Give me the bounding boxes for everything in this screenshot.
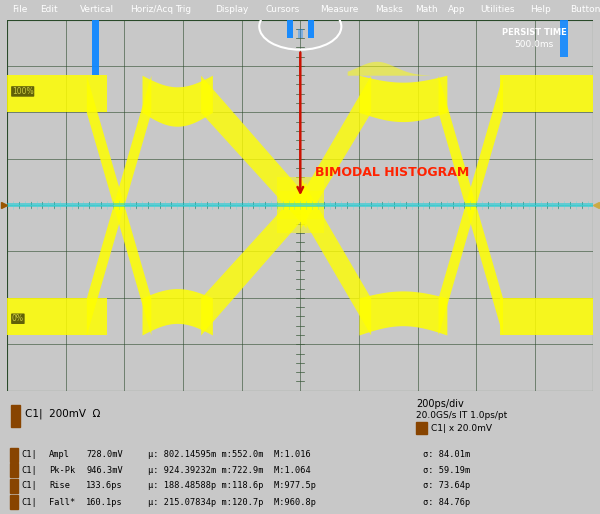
Text: 20.0GS/s IT 1.0ps/pt: 20.0GS/s IT 1.0ps/pt	[416, 411, 508, 420]
Text: Pk-Pk: Pk-Pk	[49, 466, 76, 475]
Text: Edit: Edit	[40, 5, 58, 14]
Text: Trig: Trig	[175, 5, 191, 14]
Text: C1|  200mV  Ω: C1| 200mV Ω	[25, 409, 100, 419]
Text: Math: Math	[415, 5, 437, 14]
Bar	[10, 463, 18, 478]
Text: Horiz/Acq: Horiz/Acq	[130, 5, 173, 14]
Text: σ: 84.76p: σ: 84.76p	[422, 498, 470, 507]
Text: Cursors: Cursors	[265, 5, 299, 14]
Text: Buttons: Buttons	[570, 5, 600, 14]
Text: Display: Display	[215, 5, 248, 14]
Text: Utilities: Utilities	[480, 5, 515, 14]
Bar	[287, 10, 293, 38]
Text: C1|: C1|	[21, 498, 37, 507]
Text: Ampl: Ampl	[49, 450, 70, 459]
Text: 0%: 0%	[12, 314, 24, 323]
Text: 200ps/div: 200ps/div	[416, 399, 464, 409]
Text: Vertical: Vertical	[80, 5, 114, 14]
Text: Masks: Masks	[375, 5, 403, 14]
Text: 160.1ps: 160.1ps	[86, 498, 123, 507]
Text: Measure: Measure	[320, 5, 358, 14]
Text: C1| x 20.0mV: C1| x 20.0mV	[431, 424, 492, 433]
Bar	[10, 495, 18, 509]
Bar	[92, 0, 98, 75]
Text: C1|: C1|	[21, 450, 37, 459]
Text: μ: 188.48588p m:118.6p  M:977.5p: μ: 188.48588p m:118.6p M:977.5p	[148, 482, 316, 490]
Text: Fall*: Fall*	[49, 498, 76, 507]
Text: 728.0mV: 728.0mV	[86, 450, 123, 459]
Text: Rise: Rise	[49, 482, 70, 490]
Bar	[298, 29, 302, 38]
Text: σ: 73.64p: σ: 73.64p	[422, 482, 470, 490]
Text: μ: 924.39232m m:722.9m  M:1.064: μ: 924.39232m m:722.9m M:1.064	[148, 466, 310, 475]
Text: μ: 215.07834p m:120.7p  M:960.8p: μ: 215.07834p m:120.7p M:960.8p	[148, 498, 316, 507]
Bar	[11, 405, 20, 427]
Text: PERSIST TIME: PERSIST TIME	[502, 28, 566, 36]
Text: C1|: C1|	[21, 466, 37, 475]
Text: 946.3mV: 946.3mV	[86, 466, 123, 475]
Bar	[308, 15, 314, 38]
Bar	[10, 448, 18, 462]
Text: 133.6ps: 133.6ps	[86, 482, 123, 490]
Text: C1|: C1|	[21, 482, 37, 490]
Text: μ: 802.14595m m:552.0m  M:1.016: μ: 802.14595m m:552.0m M:1.016	[148, 450, 310, 459]
Bar	[560, 20, 568, 57]
Text: 500.0ms: 500.0ms	[514, 40, 554, 49]
Text: σ: 84.01m: σ: 84.01m	[422, 450, 470, 459]
Text: 100%: 100%	[12, 87, 34, 96]
Text: App: App	[448, 5, 466, 14]
Text: File: File	[12, 5, 28, 14]
Text: Help: Help	[530, 5, 551, 14]
Text: σ: 59.19m: σ: 59.19m	[422, 466, 470, 475]
Bar	[10, 479, 18, 493]
Text: BIMODAL HISTOGRAM: BIMODAL HISTOGRAM	[315, 166, 469, 179]
Bar	[416, 422, 427, 434]
